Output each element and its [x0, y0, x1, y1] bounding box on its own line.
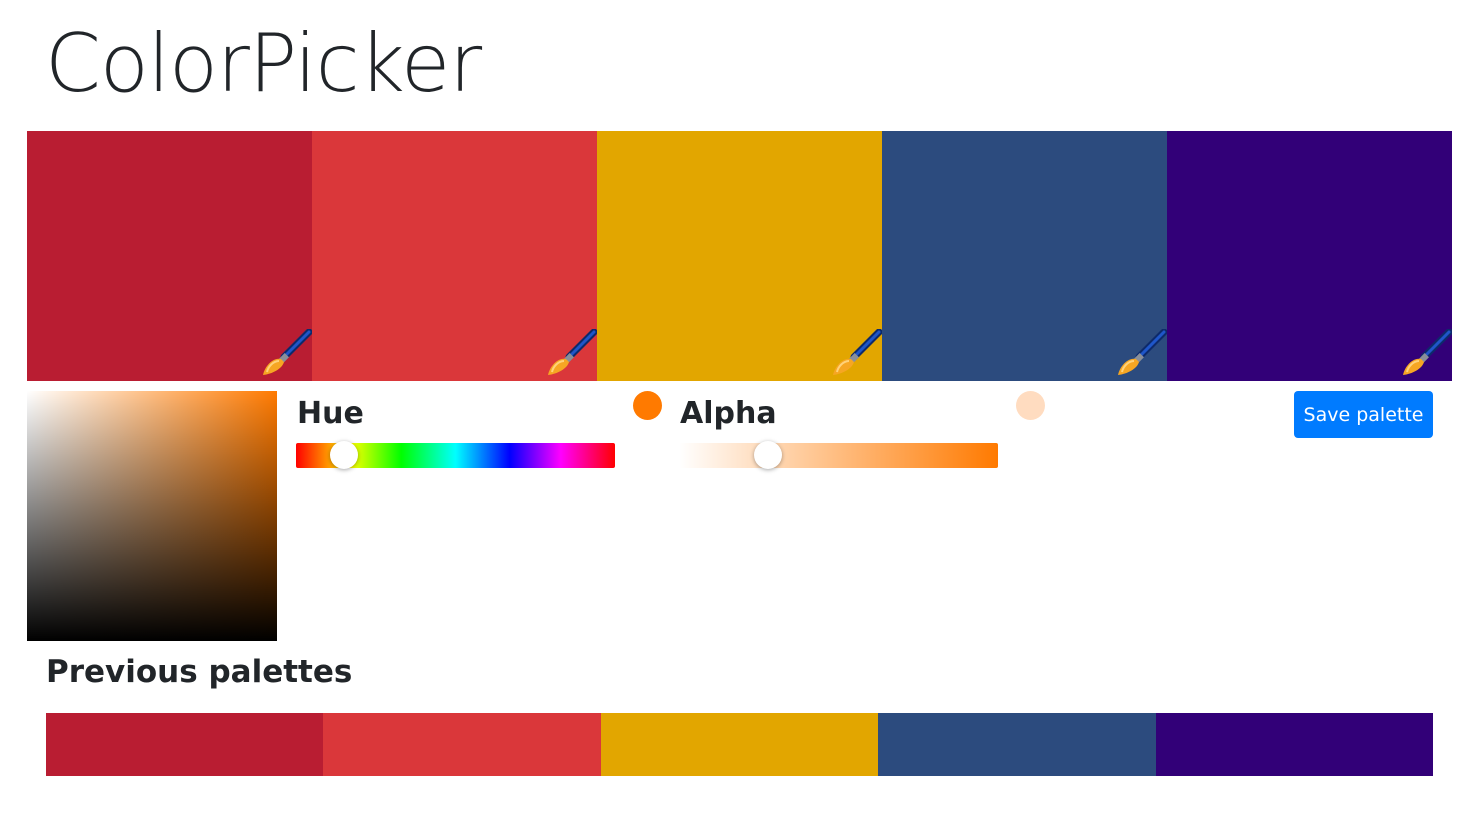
palette-swatch-2[interactable] [312, 131, 597, 381]
previous-palette-swatch-1 [46, 713, 324, 776]
palette-swatch-1[interactable] [27, 131, 312, 381]
alpha-color-preview [1016, 391, 1045, 420]
alpha-slider-thumb[interactable] [754, 441, 783, 469]
alpha-label: Alpha [680, 396, 777, 431]
current-palette [27, 131, 1452, 381]
palette-swatch-3[interactable] [597, 131, 882, 381]
app-title: ColorPicker [45, 17, 482, 110]
save-palette-button[interactable]: Save palette [1294, 391, 1433, 438]
alpha-slider[interactable] [679, 443, 998, 468]
paintbrush-icon[interactable] [1400, 329, 1452, 379]
hue-slider-thumb[interactable] [329, 441, 358, 469]
previous-palette-swatch-5 [1155, 713, 1434, 776]
paintbrush-icon[interactable] [830, 329, 882, 379]
previous-palette-swatch-4 [878, 713, 1156, 776]
saturation-value-picker[interactable] [27, 391, 277, 641]
paintbrush-icon[interactable] [1115, 329, 1167, 379]
paintbrush-icon[interactable] [545, 329, 597, 379]
paintbrush-icon[interactable] [260, 329, 312, 379]
previous-palette[interactable] [46, 713, 1434, 776]
palette-swatch-4[interactable] [882, 131, 1167, 381]
current-color-preview [633, 391, 662, 420]
hue-label: Hue [297, 396, 364, 431]
previous-palette-swatch-3 [600, 713, 879, 776]
previous-palette-swatch-2 [323, 713, 601, 776]
previous-palettes-heading: Previous palettes [46, 654, 353, 690]
palette-swatch-5[interactable] [1167, 131, 1452, 381]
